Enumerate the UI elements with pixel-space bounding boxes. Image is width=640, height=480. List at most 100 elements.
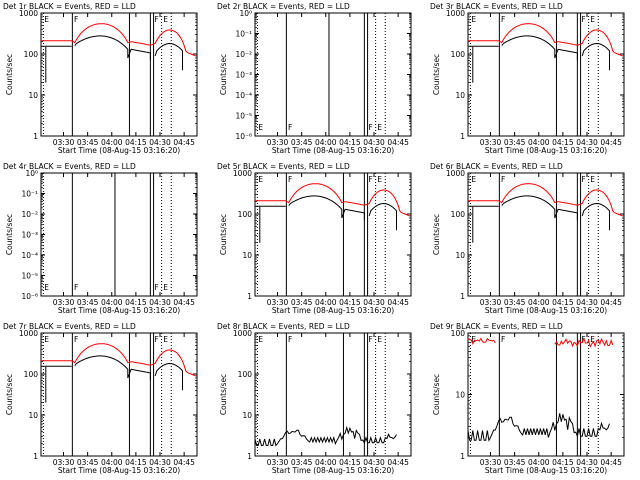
x-tick-label: 04:00 [315, 298, 337, 307]
chart-title: Det 5r BLACK = Events, RED = LLD [217, 162, 350, 171]
y-tick-label: 100 [451, 210, 466, 219]
flag-label: F [368, 123, 372, 132]
x-tick-label: 04:45 [173, 298, 195, 307]
series-line-events [288, 195, 365, 221]
y-tick-label: 10⁻⁵ [235, 112, 252, 121]
x-tick-label: 04:45 [600, 298, 622, 307]
y-tick-label: 10⁻³ [21, 231, 38, 240]
flag-label: E [44, 335, 49, 344]
x-tick-label: 04:00 [315, 458, 337, 467]
flag-label: E [258, 175, 263, 184]
x-tick-label: 03:30 [53, 458, 75, 467]
chart-title: Det 4r BLACK = Events, RED = LLD [3, 162, 136, 171]
x-tick-label: 04:15 [125, 298, 147, 307]
y-tick-label: 1 [247, 292, 252, 301]
x-tick-label: 04:15 [339, 298, 361, 307]
x-tick-label: 04:30 [363, 138, 385, 147]
chart-panel-6: Det 6r BLACK = Events, RED = LLD 1 10 100 10… [430, 162, 625, 315]
series-line-events [254, 425, 397, 447]
flag-label: E [590, 175, 595, 184]
y-tick-label: 1 [33, 132, 38, 141]
flag-label: E [44, 283, 49, 292]
y-tick-label: 10 [455, 251, 465, 260]
x-axis-label: Start Time (08-Aug-15 03:16:20) [272, 146, 394, 155]
y-tick-label: 1000 [233, 169, 252, 178]
x-tick-label: 03:45 [77, 138, 99, 147]
x-axis-label: Start Time (08-Aug-15 03:16:20) [58, 146, 180, 155]
x-tick-label: 04:45 [387, 458, 409, 467]
flag-label: E [44, 15, 49, 24]
x-axis-label: Start Time (08-Aug-15 03:16:20) [58, 466, 180, 475]
y-axis-label: Counts/sec [5, 214, 14, 255]
chart-title: Det 1r BLACK = Events, RED = LLD [3, 2, 136, 11]
flag-label: F [501, 175, 505, 184]
y-tick-label: 10 [242, 411, 252, 420]
x-tick-label: 04:00 [101, 138, 123, 147]
x-tick-label: 04:15 [339, 138, 361, 147]
y-tick-label: 10 [455, 391, 465, 400]
y-tick-label: 100 [24, 370, 39, 379]
y-tick-label: 100 [238, 210, 253, 219]
x-tick-label: 03:30 [267, 138, 289, 147]
x-tick-label: 04:30 [576, 138, 598, 147]
chart-panel-7: Det 7r BLACK = Events, RED = LLD 1 10 100 10… [3, 322, 198, 475]
x-tick-label: 03:30 [480, 298, 502, 307]
y-tick-label: 10⁻⁶ [235, 132, 252, 141]
flag-label: F [74, 283, 78, 292]
y-tick-label: 10⁻² [235, 50, 252, 59]
x-axis-label: Start Time (08-Aug-15 03:16:20) [272, 306, 394, 315]
y-tick-label: 1 [460, 132, 465, 141]
flag-label: E [258, 123, 263, 132]
y-tick-label: 10⁻¹ [235, 30, 252, 39]
x-tick-label: 04:00 [528, 298, 550, 307]
plot-frame [467, 12, 625, 137]
series-line-events [501, 195, 578, 221]
x-tick-label: 03:30 [480, 138, 502, 147]
flag-label: E [471, 335, 476, 344]
flag-label: E [471, 15, 476, 24]
x-tick-label: 04:30 [149, 298, 171, 307]
flag-label: E [258, 335, 263, 344]
y-tick-label: 10⁻⁵ [21, 272, 38, 281]
x-tick-label: 04:15 [552, 458, 574, 467]
x-tick-label: 04:30 [149, 138, 171, 147]
y-axis-label: Counts/sec [432, 54, 441, 95]
flag-label: E [163, 335, 168, 344]
plot-frame [40, 332, 198, 457]
chart-panel-4: Det 4r BLACK = Events, RED = LLD 10⁻⁶ 10⁻⁵… [3, 162, 198, 315]
x-tick-label: 03:30 [53, 138, 75, 147]
flag-label: F [368, 335, 372, 344]
chart-title: Det 8r BLACK = Events, RED = LLD [217, 322, 350, 331]
flag-label: E [377, 335, 382, 344]
x-tick-label: 03:45 [291, 138, 313, 147]
chart-panel-1: Det 1r BLACK = Events, RED = LLD 1 10 100 10… [3, 2, 198, 155]
y-tick-label: 10 [28, 411, 38, 420]
plot-frame [467, 172, 625, 297]
x-tick-label: 03:45 [504, 298, 526, 307]
y-tick-label: 10⁻⁴ [235, 91, 252, 100]
x-axis-label: Start Time (08-Aug-15 03:16:20) [58, 306, 180, 315]
y-tick-label: 10⁰ [25, 169, 38, 178]
x-tick-label: 04:45 [173, 138, 195, 147]
chart-title: Det 3r BLACK = Events, RED = LLD [430, 2, 563, 11]
series-line-events [74, 355, 151, 381]
x-tick-label: 04:15 [552, 298, 574, 307]
y-tick-label: 1 [247, 452, 252, 461]
series-line-events [154, 42, 183, 71]
x-tick-label: 04:15 [552, 138, 574, 147]
chart-title: Det 6r BLACK = Events, RED = LLD [430, 162, 563, 171]
flag-label: F [501, 335, 505, 344]
y-tick-label: 1000 [19, 9, 38, 18]
x-tick-label: 04:15 [339, 458, 361, 467]
series-line-lld [468, 183, 623, 217]
x-axis-label: Start Time (08-Aug-15 03:16:20) [485, 306, 607, 315]
x-tick-label: 04:45 [600, 458, 622, 467]
flag-label: E [377, 123, 382, 132]
y-tick-label: 1 [460, 452, 465, 461]
chart-title: Det 9r BLACK = Events, RED = LLD [430, 322, 563, 331]
flag-label: F [74, 15, 78, 24]
series-line-lld [255, 183, 410, 217]
series-line-events [581, 202, 610, 231]
flag-label: E [377, 175, 382, 184]
y-tick-label: 1 [33, 452, 38, 461]
